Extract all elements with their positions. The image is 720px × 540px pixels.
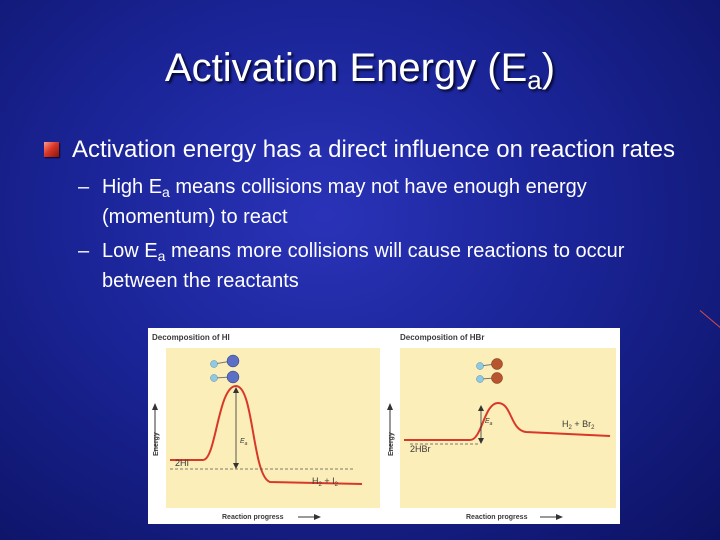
arrow-up-icon (152, 403, 158, 410)
arrow-up-icon (387, 403, 393, 410)
y-axis-label: Energy (388, 432, 395, 456)
panel-title: Decomposition of HI (152, 333, 230, 342)
panel-background (400, 348, 616, 508)
energy-curve (170, 384, 363, 485)
y-axis-label: Energy (153, 432, 160, 456)
slide-title: Activation Energy (Ea) (164, 46, 556, 95)
arrow-down-icon (233, 463, 239, 469)
hbr-molecule-icon (476, 358, 503, 384)
arrow-up-icon (233, 387, 239, 393)
ea-label: Ea (485, 418, 493, 427)
decorative-line (699, 310, 720, 337)
ea-label: Ea (240, 438, 248, 447)
dash-icon: – (78, 176, 90, 198)
arrow-right-icon (556, 514, 563, 520)
arrow-down-icon (478, 438, 484, 444)
energy-diagram-svg: Decomposition of HI Ea 2HI H2 + I2 (152, 333, 616, 521)
sub-bullet-low-ea: – Low Ea means more collisions will caus… (78, 240, 625, 292)
panel-hbr: Decomposition of HBr Ea 2HBr H2 + Br2 (387, 333, 616, 521)
sub-bullet-list: – High Ea means collisions may not have … (44, 175, 694, 294)
product-label: H2 + Br2 (562, 419, 595, 431)
energy-curve (404, 401, 611, 441)
reactant-label: 2HBr (410, 444, 431, 454)
x-axis-label: Reaction progress (222, 514, 284, 521)
energy-diagram-figure: Decomposition of HI Ea 2HI H2 + I2 (148, 328, 620, 524)
bullet-item: Activation energy has a direct influence… (44, 134, 694, 165)
dash-icon: – (78, 240, 90, 262)
sub-bullet-high-ea: – High Ea means collisions may not have … (78, 176, 587, 228)
panel-hi: Decomposition of HI Ea 2HI H2 + I2 (152, 333, 380, 521)
square-bullet-icon (44, 142, 59, 157)
bullet-list: Activation energy has a direct influence… (44, 134, 694, 294)
reactant-label: 2HI (175, 458, 189, 468)
product-label: H2 + I2 (312, 476, 339, 488)
arrow-right-icon (314, 514, 321, 520)
bullet-text: Activation energy has a direct influence… (72, 136, 676, 163)
arrow-up-icon (478, 405, 484, 411)
x-axis-label: Reaction progress (466, 514, 528, 521)
panel-title: Decomposition of HBr (400, 333, 484, 342)
hi-molecule-icon (210, 354, 240, 384)
